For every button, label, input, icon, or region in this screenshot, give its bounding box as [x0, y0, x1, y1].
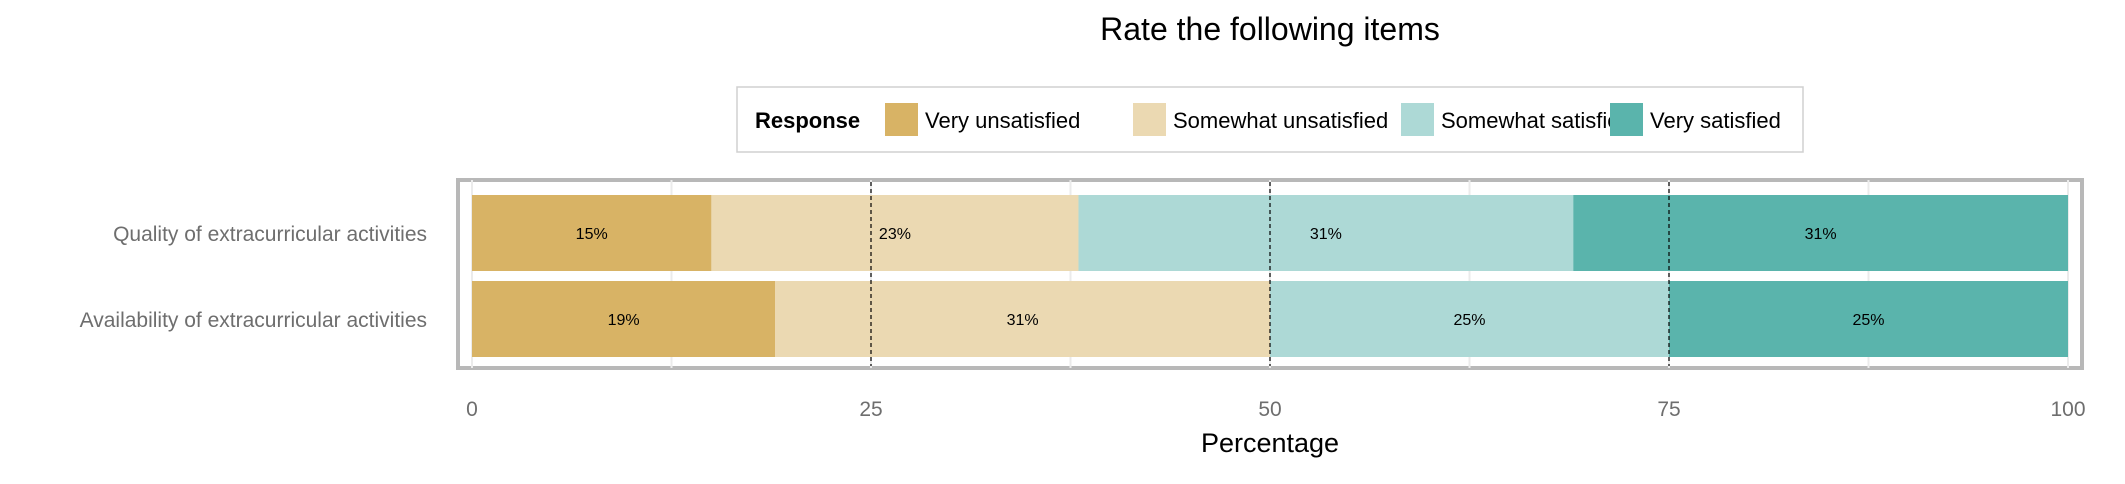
bar-segment: [472, 195, 712, 271]
bar-data-label: 19%: [608, 312, 640, 329]
bar-segment: [775, 281, 1270, 357]
bar-segment: [1078, 195, 1574, 271]
legend-swatch: [1133, 103, 1166, 136]
legend-label: Somewhat unsatisfied: [1173, 108, 1388, 133]
bar-segment: [1270, 281, 1669, 357]
x-tick-label: 100: [2050, 398, 2085, 421]
legend-swatch: [1401, 103, 1434, 136]
legend-label: Somewhat satisfied: [1441, 108, 1632, 133]
x-tick-label: 50: [1258, 398, 1281, 421]
legend: Response Very unsatisfied Somewhat unsati…: [736, 86, 1804, 153]
bar-segment: [711, 195, 1079, 271]
x-axis: 0 25 50 75 100: [466, 398, 2085, 421]
legend-swatch: [1610, 103, 1643, 136]
plot-area: 15% 23% 31% 31% 19% 31% 25% 25%: [456, 178, 2084, 370]
bar-data-label: 25%: [1453, 312, 1485, 329]
bar-data-label: 25%: [1852, 312, 1884, 329]
bar-data-label: 31%: [1310, 226, 1342, 243]
x-tick-label: 0: [466, 398, 478, 421]
chart-title: Rate the following items: [1100, 11, 1440, 47]
x-axis-title: Percentage: [1201, 428, 1339, 458]
category-label: Availability of extracurricular activiti…: [80, 309, 427, 332]
category-label: Quality of extracurricular activities: [113, 223, 427, 246]
bar-segment: [1573, 195, 2068, 271]
category-axis: Quality of extracurricular activities Ava…: [80, 223, 427, 332]
x-tick-label: 25: [859, 398, 882, 421]
bar-data-label: 15%: [576, 226, 608, 243]
x-tick-label: 75: [1657, 398, 1680, 421]
bar-data-label: 23%: [879, 226, 911, 243]
legend-label: Very satisfied: [1650, 108, 1781, 133]
bar-segment: [472, 281, 776, 357]
legend-label: Very unsatisfied: [925, 108, 1080, 133]
bar-data-label: 31%: [1007, 312, 1039, 329]
legend-swatch: [885, 103, 918, 136]
bar-segment: [1669, 281, 2068, 357]
legend-title: Response: [755, 108, 860, 133]
bar-data-label: 31%: [1805, 226, 1837, 243]
